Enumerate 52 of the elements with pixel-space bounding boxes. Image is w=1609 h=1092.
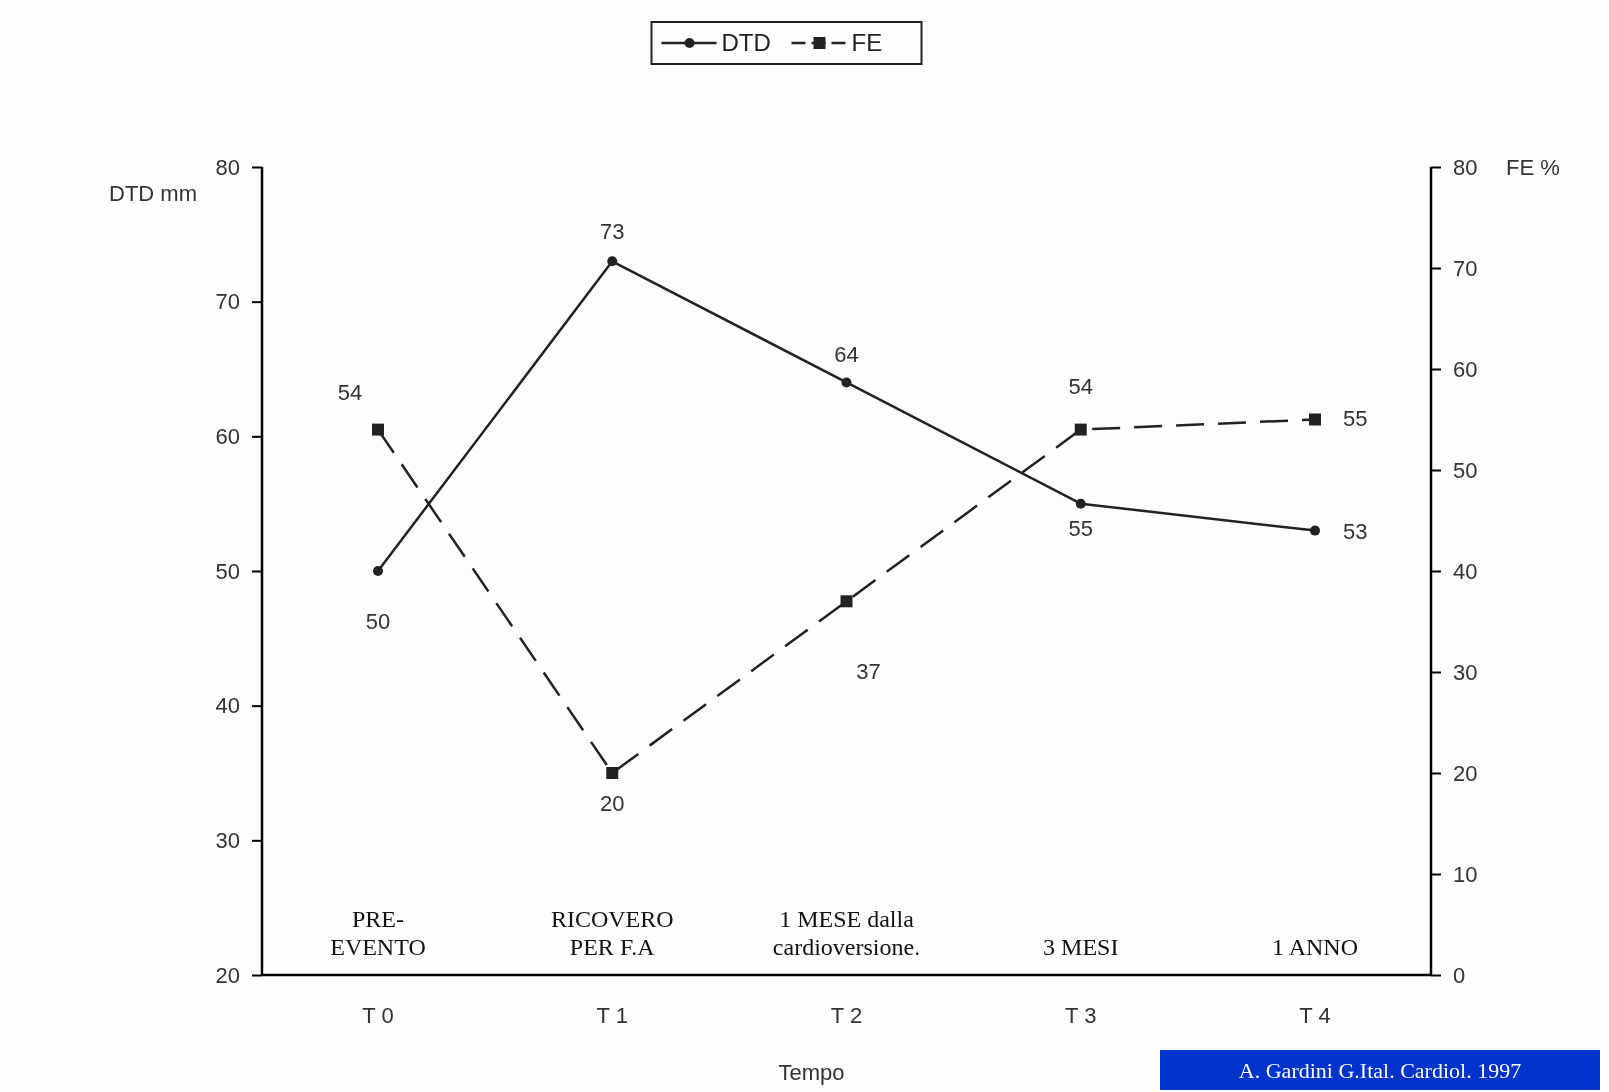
- data-label: 37: [856, 659, 881, 685]
- y2-tick-label: 80: [1453, 154, 1478, 180]
- legend-label: FE: [851, 29, 883, 56]
- data-label: 20: [600, 791, 625, 816]
- y-tick-label: 20: [215, 962, 240, 988]
- x-tick-label: T 1: [596, 1003, 628, 1028]
- y2-tick-label: 0: [1453, 962, 1466, 988]
- data-label: 54: [1068, 373, 1093, 399]
- y2-tick-label: 50: [1453, 457, 1478, 483]
- point: [1309, 413, 1321, 426]
- y2-tick-label: 10: [1453, 861, 1478, 887]
- x-tick-label: T 2: [830, 1003, 863, 1028]
- point: [841, 377, 852, 388]
- data-label: 73: [600, 219, 625, 245]
- annotation: 3 MESI: [1043, 934, 1119, 960]
- point: [372, 423, 384, 436]
- y2-tick-label: 40: [1453, 558, 1478, 584]
- legend-label: DTD: [721, 29, 771, 56]
- data-label: 50: [365, 609, 391, 634]
- x-tick-label: T 0: [362, 1003, 394, 1028]
- data-label: 53: [1343, 518, 1368, 544]
- y2-tick-label: 30: [1453, 659, 1478, 685]
- point: [840, 595, 853, 608]
- y2-tick-label: 20: [1453, 760, 1478, 786]
- y-tick-label: 30: [215, 827, 240, 853]
- point: [1074, 423, 1087, 436]
- point: [606, 767, 619, 779]
- y2-tick-label: 60: [1453, 356, 1478, 382]
- annotation: 1 MESE dalla cardioversione.: [772, 906, 921, 960]
- point: [607, 256, 618, 267]
- point: [373, 566, 383, 576]
- data-label: 64: [834, 342, 859, 368]
- annotation: RICOVERO PER F.A: [550, 906, 674, 960]
- y-axis-title: DTD mm: [109, 181, 197, 206]
- point: [1075, 498, 1086, 509]
- y-tick-label: 40: [215, 693, 240, 719]
- annotation: 1 ANNO: [1271, 934, 1359, 960]
- x-tick-label: T 4: [1299, 1003, 1331, 1028]
- point: [1310, 525, 1320, 536]
- x-tick-label: T 3: [1065, 1003, 1097, 1028]
- y-tick-label: 80: [215, 154, 240, 180]
- y2-tick-label: 70: [1453, 255, 1478, 281]
- data-label: 55: [1343, 405, 1368, 431]
- y-tick-label: 70: [215, 289, 240, 315]
- data-label: 54: [337, 379, 363, 405]
- x-axis-title: Tempo: [778, 1060, 845, 1085]
- y2-axis-title: FE %: [1506, 155, 1560, 180]
- data-label: 55: [1068, 515, 1093, 541]
- y-tick-label: 60: [215, 423, 240, 449]
- y-tick-label: 50: [215, 558, 240, 584]
- text: A. Gardini G.Ital. Cardiol. 1997: [1238, 1058, 1522, 1083]
- annotation: PRE- EVENTO: [330, 906, 426, 960]
